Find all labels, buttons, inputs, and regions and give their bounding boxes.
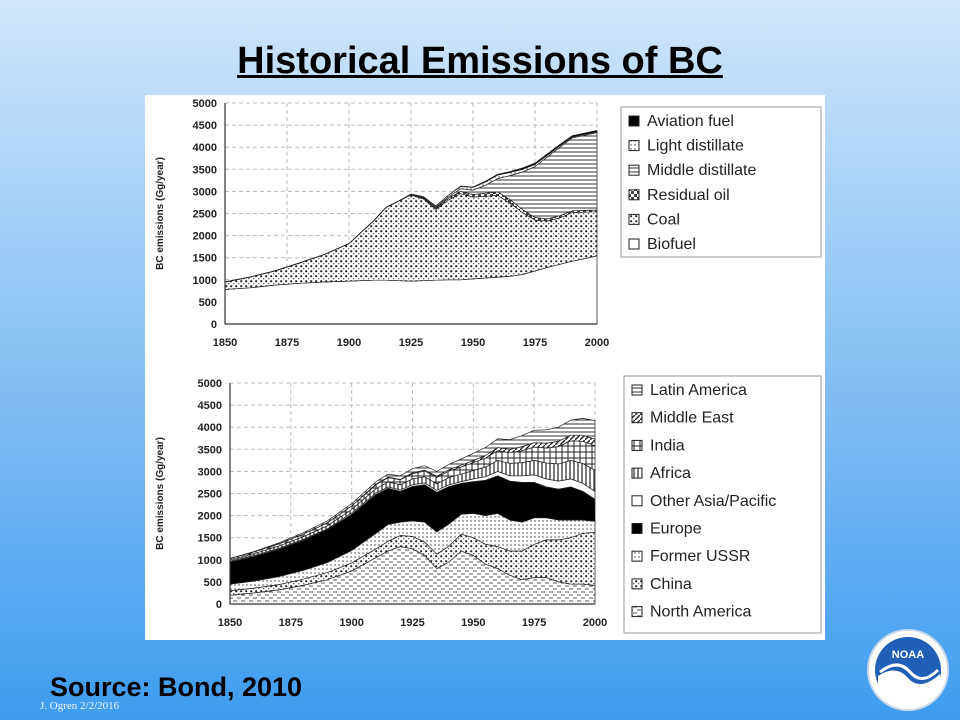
y-tick-label: 3500	[198, 444, 222, 456]
legend-swatch	[631, 412, 643, 424]
y-tick-label: 1500	[193, 253, 217, 265]
x-tick-label: 1850	[213, 337, 237, 349]
legend-label: India	[650, 437, 685, 454]
legend-box	[620, 106, 822, 258]
y-tick-label: 4500	[193, 120, 217, 132]
y-tick-label: 5000	[193, 98, 217, 110]
y-tick-label: 3000	[198, 466, 222, 478]
y-tick-label: 1500	[198, 533, 222, 545]
y-tick-label: 5000	[198, 378, 222, 390]
legend-swatch	[628, 164, 640, 176]
x-tick-label: 1900	[337, 337, 361, 349]
legend-label: China	[650, 576, 692, 593]
legend-swatch	[631, 550, 643, 562]
y-tick-label: 3500	[193, 164, 217, 176]
x-tick-label: 1925	[399, 337, 423, 349]
legend-label: Residual oil	[647, 187, 730, 204]
legend-label: Africa	[650, 465, 691, 482]
noaa-logo: NOAA	[866, 628, 950, 712]
legend-label: Other Asia/Pacific	[650, 493, 776, 510]
legend-swatch	[628, 115, 640, 127]
legend-swatch	[631, 495, 643, 507]
x-tick-label: 2000	[583, 617, 607, 629]
y-tick-label: 500	[199, 297, 217, 309]
x-tick-label: 2000	[585, 337, 609, 349]
x-tick-label: 1875	[275, 337, 299, 349]
emissions-figure-svg: 0500100015002000250030003500400045005000…	[155, 98, 822, 634]
y-tick-label: 4500	[198, 400, 222, 412]
emissions-figure: 0 500 1000 1500 2000 2500 3000 3500 4000 4500 5000…	[145, 95, 825, 640]
legend: Aviation fuel Light distillate Middle dist…	[620, 106, 822, 258]
y-tick-label: 2500	[198, 489, 222, 501]
legend-swatch	[631, 606, 643, 618]
legend-label: Europe	[650, 521, 702, 538]
legend-swatch	[631, 384, 643, 396]
x-tick-label: 1875	[279, 617, 303, 629]
legend-swatch	[631, 467, 643, 479]
x-tick-label: 1975	[523, 337, 547, 349]
x-tick-label: 1900	[339, 617, 363, 629]
area-aviation-fuel	[224, 129, 598, 283]
y-axis-title: BC emissions (Gg/year)	[155, 437, 166, 550]
x-tick-label: 1975	[522, 617, 546, 629]
chart-2: 0 500 1000 1500 2000 2500 3000 3500 4000 4500 5000…	[155, 375, 822, 634]
legend-swatch	[628, 140, 640, 152]
source-citation: Source: Bond, 2010	[50, 672, 303, 702]
y-tick-label: 3000	[193, 186, 217, 198]
slide-title: Historical Emissions of BC	[237, 40, 723, 82]
area-latin-america	[229, 418, 596, 559]
y-tick-label: 2000	[193, 231, 217, 243]
legend-swatch	[631, 439, 643, 451]
y-tick-label: 4000	[193, 142, 217, 154]
y-tick-label: 2500	[193, 209, 217, 221]
y-axis-title: BC emissions (Gg/year)	[155, 157, 166, 270]
y-tick-label: 4000	[198, 422, 222, 434]
y-tick-label: 1000	[193, 275, 217, 287]
x-tick-label: 1950	[461, 337, 485, 349]
legend-swatch	[628, 213, 640, 225]
legend-label: Light distillate	[647, 138, 744, 155]
y-tick-label: 2000	[198, 511, 222, 523]
legend: Latin America Middle East India Africa Other…	[623, 375, 822, 634]
noaa-logo-icon: NOAA	[867, 629, 949, 711]
legend-label: Former USSR	[650, 548, 750, 565]
legend-swatch	[628, 238, 640, 250]
legend-label: Coal	[647, 211, 680, 228]
footer-author-date: J. Ogren 2/2/2016	[40, 700, 120, 712]
legend-swatch	[628, 189, 640, 201]
x-tick-label: 1950	[461, 617, 485, 629]
y-tick-label: 0	[216, 599, 222, 611]
noaa-logo-text: NOAA	[892, 649, 924, 661]
x-tick-label: 1925	[400, 617, 424, 629]
x-tick-label: 1850	[218, 617, 242, 629]
y-tick-label: 1000	[198, 555, 222, 567]
legend-label: North America	[650, 604, 751, 621]
legend-label: Latin America	[650, 382, 747, 399]
legend-swatch	[631, 523, 643, 534]
legend-box	[623, 375, 822, 634]
legend-swatch	[631, 578, 643, 590]
legend-label: Aviation fuel	[647, 113, 734, 130]
legend-label: Middle East	[650, 410, 734, 427]
y-tick-label: 0	[211, 319, 217, 331]
legend-label: Biofuel	[647, 236, 696, 253]
chart-1: 0 500 1000 1500 2000 2500 3000 3500 4000 4500 5000…	[155, 98, 822, 349]
y-tick-label: 500	[204, 577, 222, 589]
legend-label: Middle distillate	[647, 162, 756, 179]
